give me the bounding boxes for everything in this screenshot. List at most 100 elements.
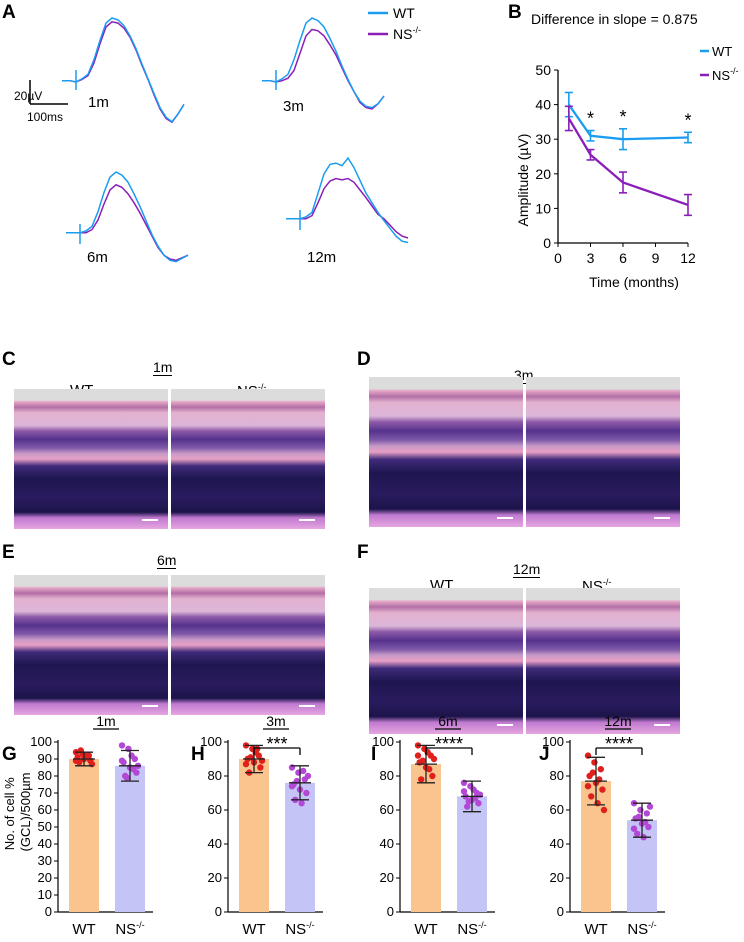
significance-stars: **** [435, 734, 463, 754]
bar-ytick-label: 80 [208, 768, 222, 783]
panel-label-a: A [2, 2, 16, 23]
ns-text: NS [115, 921, 136, 938]
bar-category-label: WT [242, 921, 265, 938]
scale-time-label: 100ms [27, 110, 63, 124]
retina-section-wt-3m [369, 377, 523, 527]
panel-label-b: B [508, 2, 522, 23]
ns-sup: -/- [648, 920, 657, 930]
panel-label-f: F [357, 542, 369, 563]
trace-label-6m: 6m [87, 249, 108, 266]
legend-wt-label: WT [393, 5, 415, 21]
bar-data-point [257, 764, 264, 771]
erg-trace-wt-6m [66, 171, 189, 263]
bar-data-point [130, 766, 137, 773]
bar-data-point [643, 810, 650, 817]
bar-ytick-label: 20 [380, 870, 394, 885]
bar-data-point [634, 830, 641, 837]
scale-bar [654, 517, 670, 519]
ns-sup: -/- [136, 920, 145, 930]
erg-trace-wt-3m [262, 17, 385, 109]
bar-ytick-label: 20 [550, 870, 564, 885]
panel-label-i: I [371, 744, 376, 765]
panel-label-j: J [539, 744, 550, 765]
bar-G-wt [69, 759, 99, 912]
trace-label-1m: 1m [88, 94, 109, 111]
bar-ytick-label: 40 [38, 836, 52, 851]
scale-bar [654, 724, 670, 726]
bar-J-title: 12m [604, 713, 631, 729]
bar-ytick-label: 0 [387, 904, 394, 919]
bar-category-label: NS-/- [115, 920, 144, 938]
bar-ytick-label: 70 [38, 785, 52, 800]
bar-data-point [118, 742, 126, 749]
bar-ytick-label: 40 [550, 836, 564, 851]
bar-ytick-label: 60 [208, 802, 222, 817]
chart-b-ytick-label: 0 [543, 235, 551, 251]
bar-ytick-label: 60 [380, 802, 394, 817]
bar-I-ns [457, 796, 487, 912]
bar-data-point [600, 806, 608, 814]
bar-ytick-label: 80 [550, 768, 564, 783]
bar-ytick-label: 100 [30, 734, 52, 749]
chart-b-xtick-label: 3 [587, 250, 595, 266]
chart-b-xtick-label: 6 [619, 250, 627, 266]
chart-b-ytick-label: 50 [535, 62, 551, 78]
chart-b-ytick-label: 10 [535, 200, 551, 216]
bar-ytick-label: 30 [38, 853, 52, 868]
erg-trace-wt-12m [286, 156, 409, 244]
bar-data-point [414, 752, 422, 759]
bar-data-point [460, 788, 468, 795]
scale-bar [497, 517, 513, 519]
bar-category-label: NS-/- [457, 920, 486, 938]
panel-label-h: H [191, 744, 205, 765]
legend-ns-label: NS-/- [393, 25, 421, 42]
bar-data-point [298, 800, 305, 807]
bar-ytick-label: 60 [38, 802, 52, 817]
ns-sup: -/- [602, 577, 612, 587]
bar-I-title: 6m [438, 713, 457, 729]
erg-trace-ns-12m [286, 177, 409, 239]
bar-data-point [597, 766, 604, 773]
retina-section-ns-1m [171, 389, 325, 529]
significance-stars: *** [266, 734, 287, 754]
chart-b-significance: * [684, 110, 691, 130]
age-label-12m: 12m [513, 561, 541, 578]
bar-category-label: NS-/- [285, 920, 314, 938]
bar-data-point [464, 803, 471, 810]
bar-ytick-label: 100 [542, 734, 564, 749]
ns-text: NS [285, 921, 306, 938]
bar-category-label: WT [72, 921, 95, 938]
retina-section-ns-6m [171, 575, 325, 715]
retina-section-wt-6m [14, 575, 168, 715]
ns-text: NS [457, 921, 478, 938]
bar-data-point [635, 813, 642, 820]
panel-label-c: C [2, 349, 16, 370]
bar-category-label: WT [414, 921, 437, 938]
bar-data-point [123, 774, 130, 781]
bar-data-point [429, 772, 436, 780]
bar-I-wt [411, 764, 441, 912]
bar-data-point [118, 757, 126, 764]
bar-category-label: NS-/- [627, 920, 656, 938]
erg-trace-ns-6m [66, 183, 189, 262]
chart-b-significance: * [619, 107, 626, 127]
bar-data-point [288, 783, 296, 790]
trace-label-3m: 3m [283, 98, 304, 115]
bar-ytick-label: 50 [38, 819, 52, 834]
bar-ytick-label: 40 [208, 836, 222, 851]
bar-data-point [588, 793, 595, 800]
bar-G-title: 1m [96, 713, 115, 729]
bar-data-point [300, 767, 307, 775]
ns-sup: -/- [257, 382, 267, 392]
bar-H-wt [239, 759, 269, 912]
bar-data-point [418, 776, 425, 783]
chart-b-xlabel: Time (months) [589, 274, 679, 290]
chart-b-significance: * [587, 109, 594, 129]
bar-ytick-label: 20 [208, 870, 222, 885]
bar-data-point [589, 769, 596, 776]
age-label-1m: 1m [153, 359, 173, 376]
scale-bar [299, 519, 315, 521]
bar-data-point [303, 789, 310, 797]
chart-b-xtick-label: 12 [680, 250, 696, 266]
scale-bar [142, 705, 158, 707]
